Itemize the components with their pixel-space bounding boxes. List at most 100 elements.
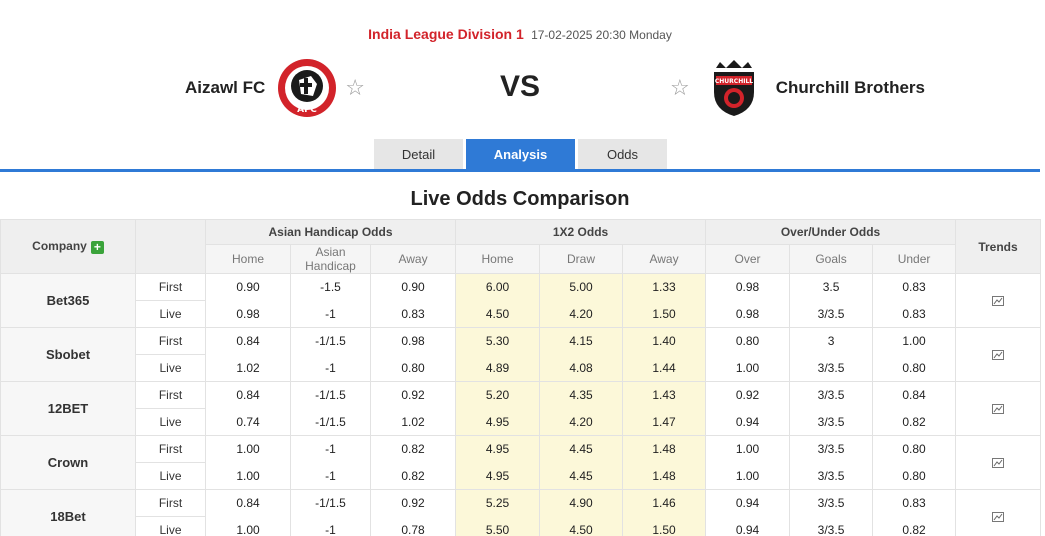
odds-type-live: Live [135, 354, 206, 382]
odds-value: 0.80 [872, 435, 957, 463]
odds-value: 5.50 [455, 516, 541, 536]
odds-value: 1.00 [205, 516, 291, 536]
odds-value: 1.40 [622, 327, 707, 355]
odds-value: 3/3.5 [789, 381, 874, 409]
odds-value: 4.45 [539, 435, 624, 463]
sub-header-1x2-away: Away [622, 244, 707, 274]
company-name[interactable]: Sbobet [0, 327, 136, 382]
odds-value: 0.80 [369, 354, 457, 382]
odds-type-first: First [135, 489, 206, 517]
asian-handicap-header: Asian Handicap Odds [204, 219, 457, 245]
odds-table-body: Bet365 First 0.90 -1.5 0.90 6.00 5.00 1.33 0.98 3… [0, 273, 1042, 536]
odds-value: -1 [290, 300, 371, 328]
odds-value: 4.35 [539, 381, 624, 409]
home-team-name[interactable]: Aizawl FC [185, 78, 266, 97]
trend-cell [955, 273, 1042, 328]
odds-value: 1.48 [622, 435, 707, 463]
company-name[interactable]: 12BET [0, 381, 136, 436]
away-team-name[interactable]: Churchill Brothers [775, 78, 925, 97]
odds-value: 1.46 [622, 489, 707, 517]
company-header: Company + [0, 219, 136, 274]
type-header [135, 219, 206, 274]
sub-header-ah-away: Away [369, 244, 457, 274]
odds-value: 1.00 [705, 435, 791, 463]
line-chart-icon[interactable] [992, 404, 1005, 415]
table-row: Live 0.74 -1/1.5 1.02 4.95 4.20 1.47 0.94 3/3.5 0… [1, 408, 1041, 436]
tab-detail[interactable]: Detail [374, 139, 463, 170]
odds-value: 4.20 [539, 300, 624, 328]
line-chart-icon[interactable] [992, 458, 1005, 469]
churchill-brothers-logo-icon: CHURCHILL [713, 60, 754, 116]
odds-value: 0.74 [205, 408, 291, 436]
table-row: Crown First 1.00 -1 0.82 4.95 4.45 1.48 1.00 3/3.… [0, 435, 1042, 490]
table-row: Live 1.00 -1 0.82 4.95 4.45 1.48 1.00 3/3.5 0.80 [1, 462, 1041, 490]
line-chart-icon[interactable] [992, 296, 1005, 307]
odds-type-first: First [135, 435, 206, 463]
odds-value: 0.98 [205, 300, 291, 328]
table-row: 12BET First 0.84 -1/1.5 0.92 5.20 4.35 1.43 0.92… [0, 381, 1042, 436]
trend-cell [955, 435, 1042, 490]
odds-value: 1.00 [205, 462, 291, 490]
odds-value: -1 [290, 435, 371, 463]
odds-value: 0.82 [369, 435, 457, 463]
odds-value: 6.00 [455, 273, 541, 301]
odds-type-first: First [135, 381, 206, 409]
odds-value: 3/3.5 [789, 462, 874, 490]
match-tabs: Detail Analysis Odds [374, 139, 670, 170]
tab-analysis[interactable]: Analysis [466, 139, 575, 170]
odds-value: 4.15 [539, 327, 624, 355]
add-company-plus-icon[interactable]: + [90, 240, 104, 254]
odds-value: 0.82 [872, 408, 957, 436]
odds-value: 0.94 [705, 516, 791, 536]
odds-value: 0.92 [705, 381, 791, 409]
sub-header-ah-home: Home [205, 244, 291, 274]
table-row: Live 1.00 -1 0.78 5.50 4.50 1.50 0.94 3/3.5 0.82 [1, 516, 1041, 536]
odds-value: 4.50 [539, 516, 624, 536]
match-header: India League Division 1 17-02-2025 20:30… [0, 0, 1045, 172]
company-name[interactable]: Crown [0, 435, 136, 490]
line-chart-icon[interactable] [992, 512, 1005, 523]
odds-value: 0.84 [205, 381, 291, 409]
away-team: ☆ CHURCHILL Churchill Brothers [670, 58, 925, 118]
trend-cell [955, 381, 1042, 436]
odds-value: 1.00 [872, 327, 957, 355]
odds-value: 0.82 [369, 462, 457, 490]
away-favorite-star-icon[interactable]: ☆ [670, 75, 690, 100]
odds-value: 0.90 [369, 273, 457, 301]
odds-type-live: Live [135, 462, 206, 490]
odds-value: 0.83 [872, 273, 957, 301]
odds-value: 4.45 [539, 462, 624, 490]
company-name[interactable]: 18Bet [0, 489, 136, 536]
odds-value: 1.00 [205, 435, 291, 463]
svg-text:AFC: AFC [297, 105, 317, 115]
odds-type-first: First [135, 273, 206, 301]
odds-value: 1.43 [622, 381, 707, 409]
odds-value: 0.80 [872, 462, 957, 490]
league-name[interactable]: India League Division 1 [368, 26, 524, 42]
tab-odds[interactable]: Odds [578, 139, 667, 170]
home-favorite-star-icon[interactable]: ☆ [345, 75, 366, 100]
line-chart-icon[interactable] [992, 350, 1005, 361]
league-line: India League Division 1 17-02-2025 20:30… [0, 26, 1040, 42]
odds-value: 3/3.5 [789, 516, 874, 536]
odds-value: 0.90 [205, 273, 291, 301]
odds-value: -1/1.5 [290, 381, 371, 409]
table-row: Live 1.02 -1 0.80 4.89 4.08 1.44 1.00 3/3.5 0.80 [1, 354, 1041, 382]
odds-value: 4.95 [455, 435, 541, 463]
odds-value: 1.02 [205, 354, 291, 382]
odds-value: 4.90 [539, 489, 624, 517]
home-team: Aizawl FC AFC ☆ [185, 58, 365, 118]
odds-value: 0.84 [872, 381, 957, 409]
svg-text:CHURCHILL: CHURCHILL [715, 78, 753, 85]
odds-value: 4.89 [455, 354, 541, 382]
odds-value: 0.84 [205, 327, 291, 355]
table-row: Sbobet First 0.84 -1/1.5 0.98 5.30 4.15 1.40 0.8… [0, 327, 1042, 382]
odds-value: 4.08 [539, 354, 624, 382]
odds-value: 4.95 [455, 408, 541, 436]
odds-type-live: Live [135, 516, 206, 536]
odds-value: 0.92 [369, 381, 457, 409]
odds-value: -1 [290, 462, 371, 490]
company-name[interactable]: Bet365 [0, 273, 136, 328]
odds-comparison-table: Company + Asian Handicap Odds 1X2 Odds Ov… [0, 219, 1042, 536]
odds-type-live: Live [135, 300, 206, 328]
